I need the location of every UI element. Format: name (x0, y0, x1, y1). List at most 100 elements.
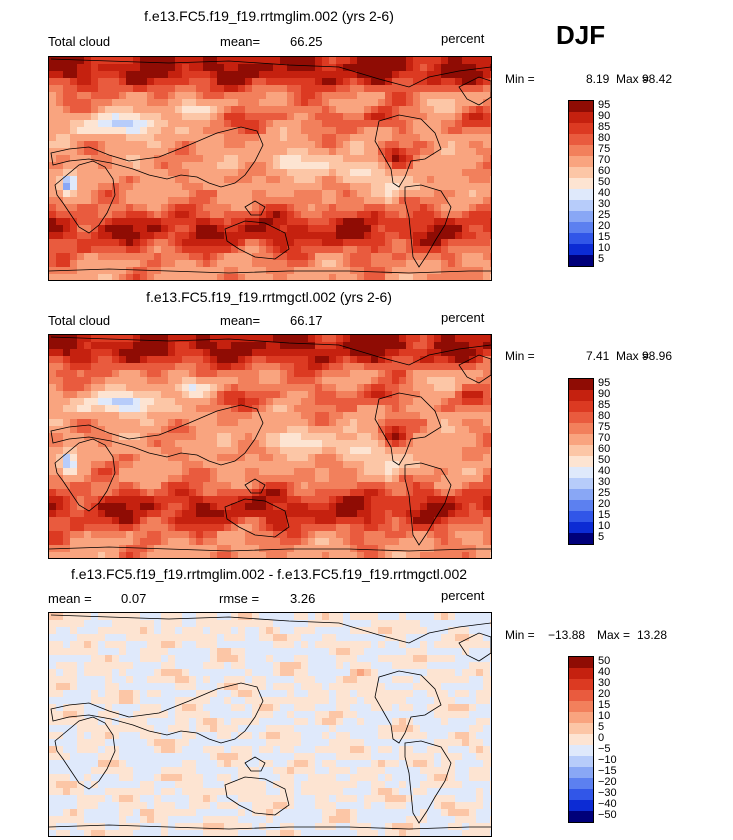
colorbar-tick-label: 70 (598, 154, 611, 166)
colorbar-tick-label: 80 (598, 410, 611, 422)
colorbar-swatch (569, 690, 593, 701)
colorbar-tick-label: 40 (598, 187, 611, 199)
colorbar-swatch (569, 767, 593, 778)
colorbar-swatch (569, 789, 593, 800)
season-label: DJF (556, 20, 606, 50)
colorbar-tick-label: 20 (598, 498, 611, 510)
panel3-rmse-label: rmse = (219, 591, 260, 606)
colorbar-tick-label: 85 (598, 399, 611, 411)
colorbar-swatch (569, 189, 593, 200)
colorbar-swatch (569, 134, 593, 145)
colorbar-swatch (569, 112, 593, 123)
colorbar-tick-label: 15 (598, 509, 611, 521)
colorbar-swatch (569, 101, 593, 112)
colorbar-swatch (569, 800, 593, 811)
panel2-max-value: 98.96 (642, 349, 673, 363)
panel2-min-label: Min = (505, 349, 535, 363)
panel1-units: percent (441, 31, 485, 46)
colorbar-swatch (569, 489, 593, 500)
panel3-max-value: 13.28 (637, 628, 668, 642)
colorbar-swatch (569, 222, 593, 233)
colorbar-tick-label: −40 (598, 798, 617, 810)
colorbar-swatch (569, 533, 593, 544)
colorbar-tick-label: 70 (598, 432, 611, 444)
panel2-mean-value: 66.17 (290, 313, 323, 328)
colorbar-tick-label: 10 (598, 710, 611, 722)
panel1-heatmap (49, 57, 491, 280)
colorbar-swatch (569, 511, 593, 522)
colorbar-swatch (569, 244, 593, 255)
colorbar-tick-label: 75 (598, 421, 611, 433)
colorbar-tick-label: 15 (598, 699, 611, 711)
colorbar-swatch (569, 401, 593, 412)
colorbar-tick-label: 30 (598, 198, 611, 210)
colorbar-tick-label: 75 (598, 143, 611, 155)
colorbar-tick-label: −30 (598, 787, 617, 799)
colorbar-swatch (569, 701, 593, 712)
panel2-heatmap (49, 335, 491, 558)
colorbar-swatch (569, 390, 593, 401)
colorbar-tick-label: 5 (598, 253, 605, 265)
panel2-variable: Total cloud (48, 313, 111, 328)
panel3-min-label: Min = (505, 628, 535, 642)
panel2-mean-label: mean= (220, 313, 261, 328)
colorbar-swatch (569, 145, 593, 156)
panel3-mean-label: mean = (48, 591, 92, 606)
colorbar-swatch (569, 156, 593, 167)
colorbar-swatch (569, 423, 593, 434)
colorbar-swatch (569, 445, 593, 456)
colorbar-swatch (569, 211, 593, 222)
panel3-heatmap (49, 613, 491, 836)
colorbar-tick-label: 95 (598, 377, 611, 389)
panel1-max-value: 98.42 (642, 72, 673, 86)
panel3-min-value: −13.88 (548, 628, 586, 642)
colorbar-swatch (569, 478, 593, 489)
panel3-mean-value: 0.07 (121, 591, 147, 606)
panel3-units: percent (441, 588, 485, 603)
colorbar-swatch (569, 467, 593, 478)
panel1-colorbar (568, 100, 594, 267)
colorbar-tick-label: 10 (598, 520, 611, 532)
colorbar-tick-label: 5 (598, 721, 605, 733)
panel1-mean-value: 66.25 (290, 34, 323, 49)
colorbar-tick-label: 20 (598, 220, 611, 232)
colorbar-swatch (569, 756, 593, 767)
colorbar-swatch (569, 178, 593, 189)
panel2-min-value: 7.41 (586, 349, 610, 363)
colorbar-swatch (569, 522, 593, 533)
panel2-units: percent (441, 310, 485, 325)
colorbar-tick-label: 30 (598, 476, 611, 488)
colorbar-swatch (569, 200, 593, 211)
panel3-max-label: Max = (597, 628, 631, 642)
panel2-map (48, 334, 492, 559)
colorbar-swatch (569, 668, 593, 679)
panel1-min-value: 8.19 (586, 72, 610, 86)
colorbar-tick-label: −5 (598, 743, 611, 755)
colorbar-swatch (569, 778, 593, 789)
colorbar-swatch (569, 233, 593, 244)
colorbar-tick-label: −15 (598, 765, 617, 777)
colorbar-tick-label: 95 (598, 99, 611, 111)
colorbar-tick-label: 60 (598, 165, 611, 177)
panel1-min-label: Min = (505, 72, 535, 86)
colorbar-tick-label: 50 (598, 454, 611, 466)
colorbar-swatch (569, 255, 593, 266)
colorbar-tick-label: 15 (598, 231, 611, 243)
colorbar-swatch (569, 723, 593, 734)
colorbar-tick-label: 20 (598, 688, 611, 700)
colorbar-tick-label: 10 (598, 242, 611, 254)
colorbar-swatch (569, 434, 593, 445)
panel1-title: f.e13.FC5.f19_f19.rrtmglim.002 (yrs 2-6) (144, 8, 394, 24)
colorbar-tick-label: 0 (598, 732, 605, 744)
colorbar-swatch (569, 679, 593, 690)
colorbar-swatch (569, 456, 593, 467)
colorbar-swatch (569, 745, 593, 756)
colorbar-tick-label: −10 (598, 754, 617, 766)
panel1-variable: Total cloud (48, 34, 111, 49)
colorbar-swatch (569, 734, 593, 745)
colorbar-tick-label: 25 (598, 209, 611, 221)
panel2-title: f.e13.FC5.f19_f19.rrtmgctl.002 (yrs 2-6) (146, 289, 392, 305)
colorbar-tick-label: 85 (598, 121, 611, 133)
colorbar-swatch (569, 712, 593, 723)
panel3-rmse-value: 3.26 (290, 591, 316, 606)
